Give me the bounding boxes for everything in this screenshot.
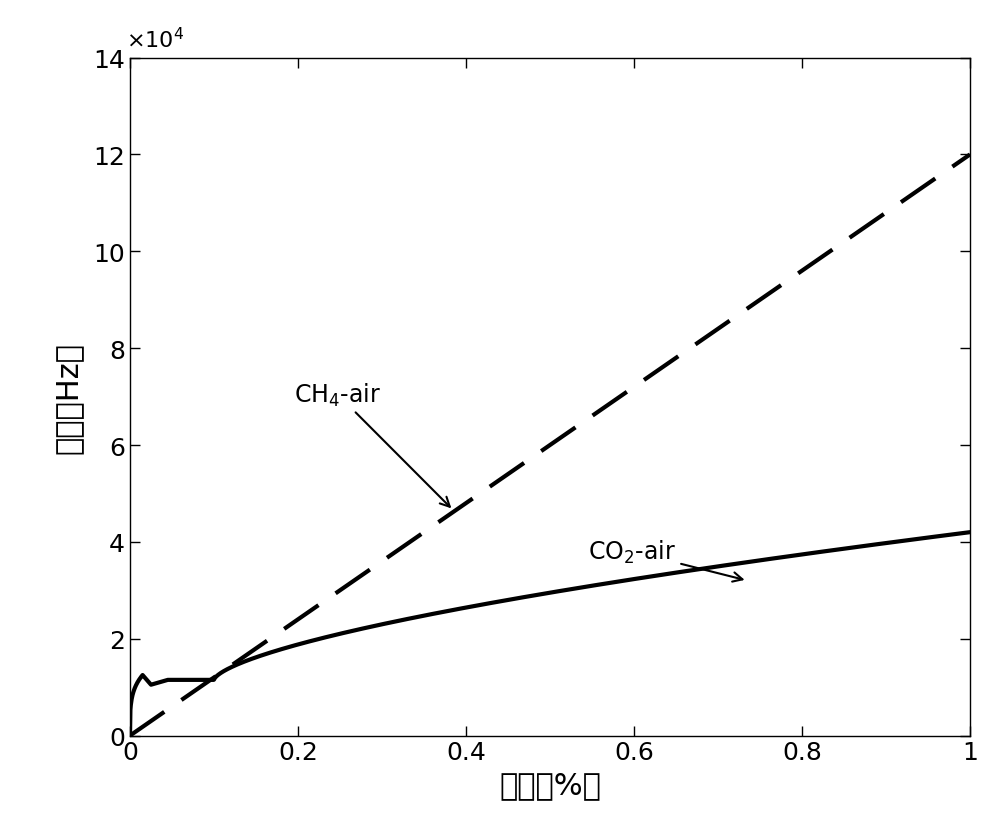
Y-axis label: 频率（Hz）: 频率（Hz） [53,341,82,453]
Text: CH$_4$-air: CH$_4$-air [294,381,450,507]
X-axis label: 浓度（%）: 浓度（%） [499,770,601,799]
Text: $\times10^4$: $\times10^4$ [126,27,184,52]
Text: CO$_2$-air: CO$_2$-air [588,538,742,582]
